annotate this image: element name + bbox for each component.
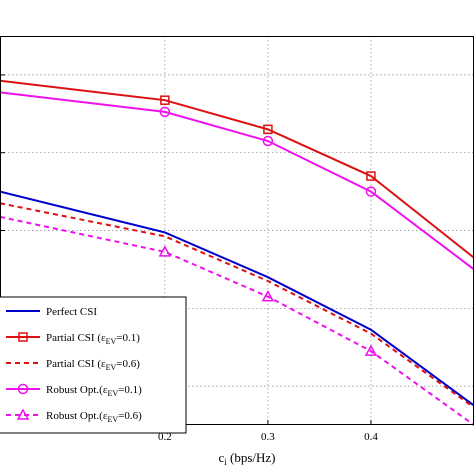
- square-marker: [18, 332, 28, 342]
- x-tick-label: 0.2: [158, 431, 172, 443]
- x-axis-label: ci (bps/Hz): [218, 450, 275, 467]
- triangle-marker: [16, 408, 30, 420]
- legend-entry: Partial CSI (εEV=0.6): [6, 358, 140, 372]
- legend-label: Perfect CSI: [46, 306, 97, 318]
- square-marker: [366, 171, 376, 181]
- series-line: [0, 91, 474, 271]
- series-5: [0, 215, 474, 426]
- legend-entry: Perfect CSI: [6, 306, 97, 318]
- square-marker: [160, 95, 170, 105]
- legend-entry: Robust Opt.(εEV=0.1): [6, 383, 142, 398]
- legend: Perfect CSI Partial CSI (εEV=0.1) Partial …: [0, 296, 187, 434]
- series-line: [0, 202, 474, 409]
- series-line: [0, 79, 474, 259]
- circle-marker: [17, 383, 29, 395]
- triangle-marker: [364, 344, 378, 356]
- x-tick-label: 0.4: [364, 431, 378, 443]
- legend-box: [0, 296, 187, 434]
- x-axis-title: ci (bps/Hz): [218, 450, 275, 467]
- series-layer: [0, 79, 474, 426]
- series-1: [0, 190, 474, 407]
- triangle-marker: [158, 245, 172, 257]
- series-4: [0, 91, 474, 271]
- series-2: [0, 79, 474, 259]
- triangle-marker: [261, 290, 275, 302]
- legend-label: Partial CSI (εEV=0.1): [46, 332, 140, 346]
- legend-label: Robust Opt.(εEV=0.1): [46, 384, 142, 398]
- series-3: [0, 202, 474, 409]
- legend-entry: Robust Opt.(εEV=0.6): [6, 408, 142, 424]
- circle-marker: [262, 135, 274, 147]
- square-marker: [263, 124, 273, 135]
- series-line: [0, 215, 474, 426]
- series-line: [0, 190, 474, 407]
- x-tick-label: 0.3: [261, 431, 275, 443]
- circle-marker: [365, 186, 377, 197]
- tick-layer: 0.2 0.3 0.4: [0, 74, 378, 443]
- circle-marker: [159, 106, 171, 118]
- legend-entry: Partial CSI (εEV=0.1): [6, 332, 140, 346]
- legend-label: Robust Opt.(εEV=0.6): [46, 410, 142, 424]
- legend-label: Partial CSI (εEV=0.6): [46, 358, 140, 372]
